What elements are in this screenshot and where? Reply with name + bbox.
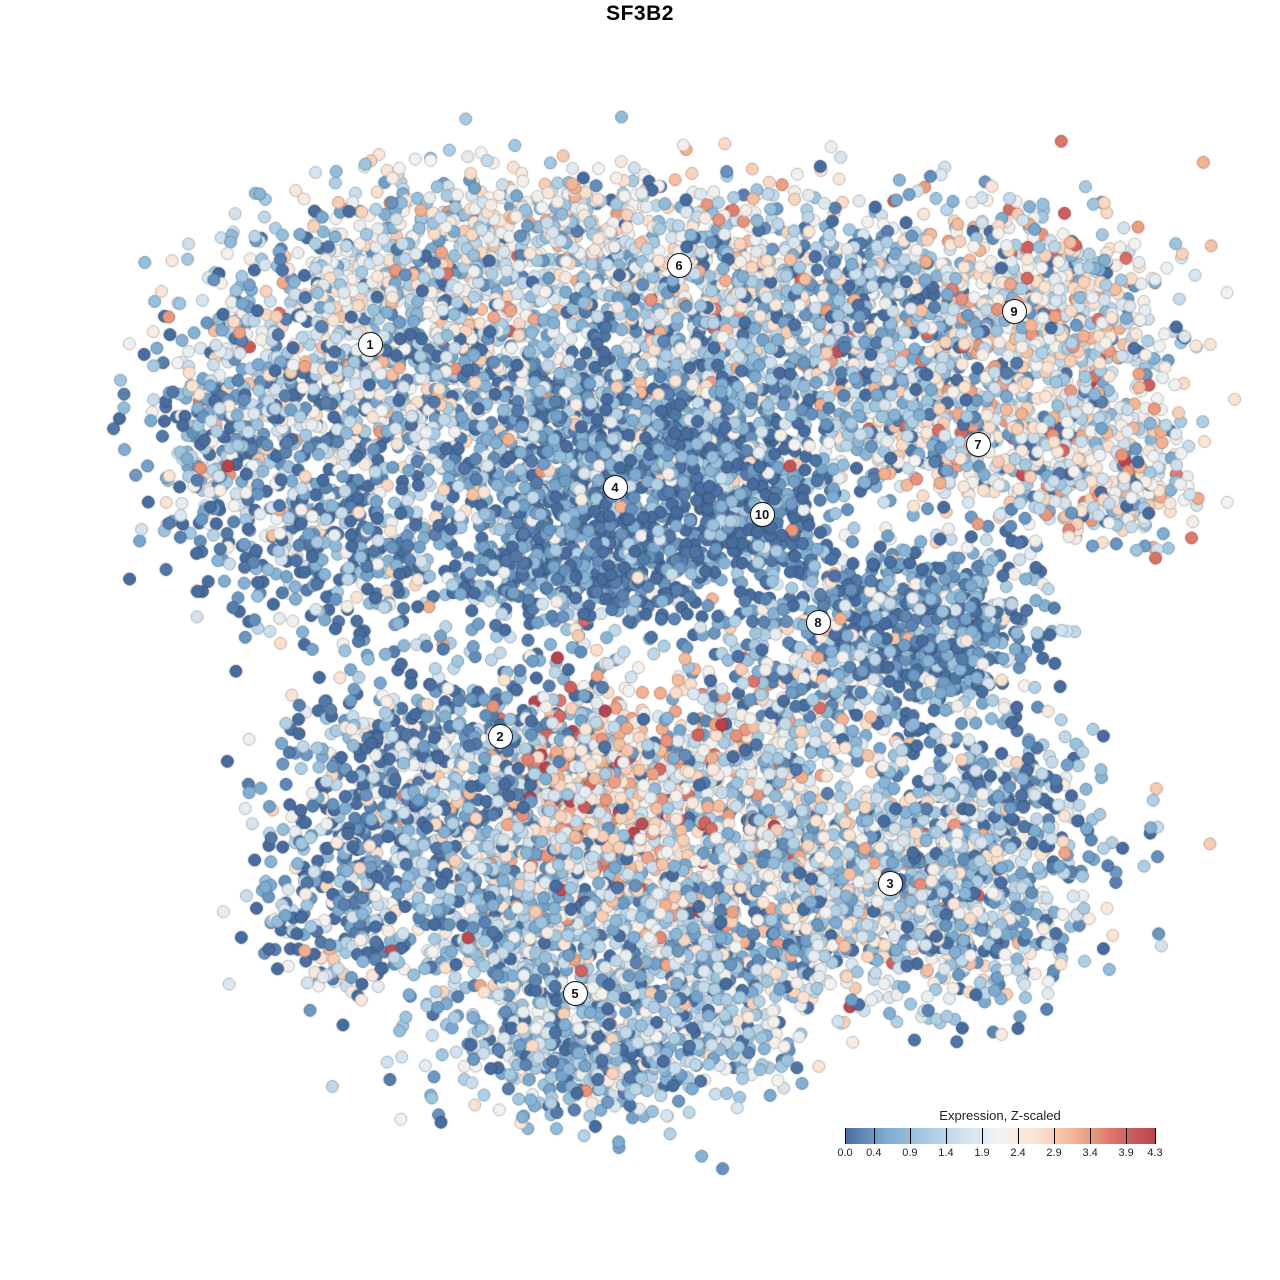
legend-colorbar [845, 1128, 1156, 1144]
legend-tick-label: 0.9 [902, 1147, 918, 1159]
legend-tick-mark [845, 1128, 846, 1144]
legend-tick-label: 2.9 [1046, 1147, 1062, 1159]
legend-tick-mark [1126, 1128, 1128, 1144]
legend-tick-label: 0.4 [866, 1147, 882, 1159]
legend-tick-label: 0.0 [837, 1147, 853, 1159]
legend-tick-mark [1054, 1128, 1056, 1144]
legend-tick-mark [981, 1128, 983, 1144]
expression-legend: Expression, Z-scaled 0.0 0.4 0.9 1.4 1.9 2.4 2… [835, 1108, 1165, 1161]
legend-tick-mark [873, 1128, 875, 1144]
legend-tick-mark [1018, 1128, 1020, 1144]
legend-tick-label: 1.4 [938, 1147, 954, 1159]
legend-tick-label: 2.4 [1010, 1147, 1026, 1159]
legend-tick-mark [909, 1128, 911, 1144]
legend-tick-label: 4.3 [1147, 1147, 1163, 1159]
legend-tick-label: 3.9 [1118, 1147, 1134, 1159]
legend-tick-mark [945, 1128, 947, 1144]
legend-title: Expression, Z-scaled [939, 1108, 1061, 1123]
legend-tick-label: 3.4 [1082, 1147, 1098, 1159]
legend-tick-labels: 0.0 0.4 0.9 1.4 1.9 2.4 2.9 3.4 3.9 4.3 [837, 1147, 1162, 1161]
legend-tick-mark [1155, 1128, 1156, 1144]
legend-tick-label: 1.9 [974, 1147, 990, 1159]
legend-tick-mark [1090, 1128, 1092, 1144]
